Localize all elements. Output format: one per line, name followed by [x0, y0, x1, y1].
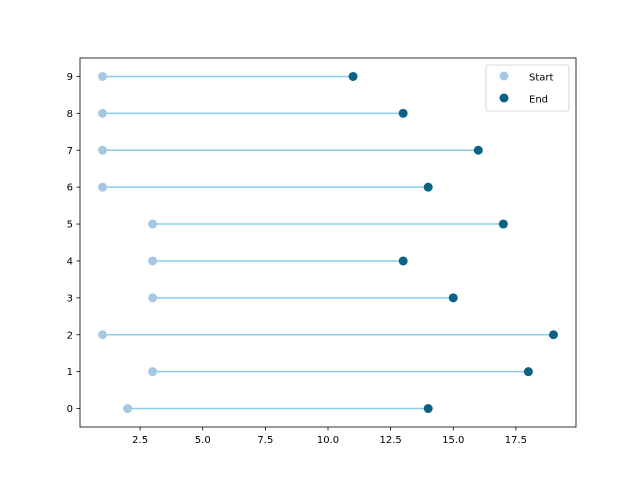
x-tick-label-5: 15.0	[442, 435, 464, 446]
y-tick-label-9: 9	[67, 72, 73, 83]
start-point-1	[148, 367, 158, 377]
start-point-5	[148, 219, 158, 229]
start-point-9	[98, 71, 108, 81]
y-tick-label-6: 6	[67, 183, 73, 194]
y-tick-label-1: 1	[67, 367, 73, 378]
start-point-7	[98, 145, 108, 155]
y-tick-label-2: 2	[67, 330, 73, 341]
x-tick-label-2: 7.5	[257, 435, 273, 446]
start-point-4	[148, 256, 158, 266]
y-tick-label-5: 5	[67, 220, 73, 231]
legend-marker-0	[499, 71, 509, 81]
y-tick-label-8: 8	[67, 109, 73, 120]
end-point-5	[498, 219, 508, 229]
end-point-6	[423, 182, 433, 192]
x-tick-label-3: 10.0	[317, 435, 339, 446]
end-point-3	[448, 293, 458, 303]
end-point-0	[423, 404, 433, 414]
start-point-6	[98, 182, 108, 192]
end-point-9	[348, 71, 358, 81]
x-tick-label-4: 12.5	[379, 435, 401, 446]
legend-label-0: Start	[529, 73, 554, 84]
start-point-3	[148, 293, 158, 303]
end-point-2	[548, 330, 558, 340]
start-point-8	[98, 108, 108, 118]
end-point-8	[398, 108, 408, 118]
end-point-7	[473, 145, 483, 155]
legend-label-1: End	[529, 95, 548, 106]
legend-box	[485, 64, 570, 112]
end-point-4	[398, 256, 408, 266]
x-tick-label-6: 17.5	[505, 435, 527, 446]
x-tick-label-0: 2.5	[132, 435, 148, 446]
legend-marker-1	[499, 93, 509, 103]
start-point-2	[98, 330, 108, 340]
end-point-1	[523, 367, 533, 377]
y-tick-label-0: 0	[67, 404, 73, 415]
y-tick-label-3: 3	[67, 293, 73, 304]
x-tick-label-1: 5.0	[195, 435, 211, 446]
y-tick-label-7: 7	[67, 146, 73, 157]
start-point-0	[123, 404, 133, 414]
y-tick-label-4: 4	[67, 256, 73, 267]
